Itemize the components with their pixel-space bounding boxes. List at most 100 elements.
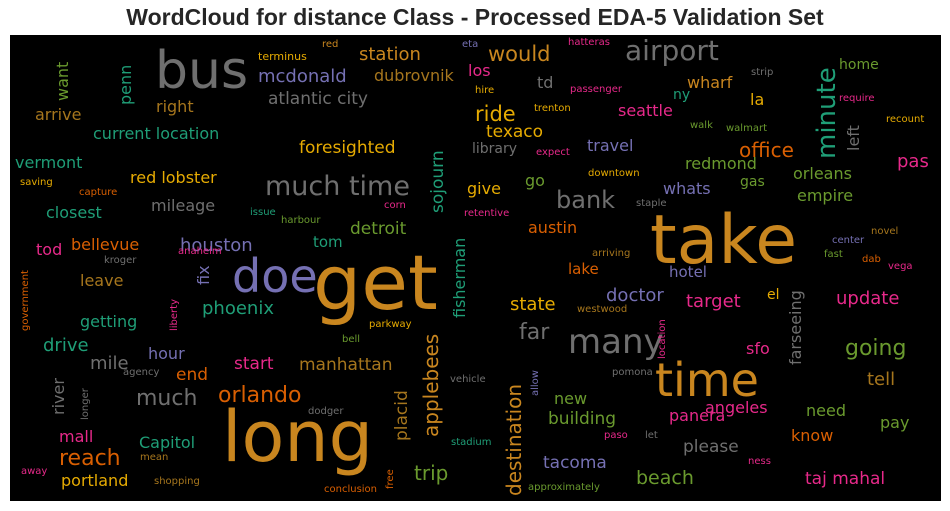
word-airport: airport [625, 35, 719, 67]
chart-title: WordCloud for distance Class - Processed… [126, 4, 824, 30]
word-capture: capture [79, 187, 118, 198]
word-strip: strip [751, 67, 774, 78]
word-mile: mile [90, 353, 129, 374]
word-arriving: arriving [592, 248, 631, 259]
word-dab: dab [862, 254, 881, 265]
word-liberty: liberty [169, 298, 180, 331]
word-need: need [806, 401, 846, 420]
word-manhattan: manhattan [299, 355, 393, 375]
word-panera: panera [669, 406, 726, 425]
word-placid: placid [392, 390, 412, 441]
word-away: away [21, 466, 48, 477]
word-anaheim: anaheim [178, 246, 222, 257]
word-harbour: harbour [281, 215, 321, 226]
word-kroger: kroger [104, 255, 137, 266]
word-please: please [683, 437, 739, 457]
word-empire: empire [797, 186, 854, 205]
word-long: long [222, 396, 374, 478]
word-vehicle: vehicle [450, 374, 486, 385]
word-westwood: westwood [577, 304, 628, 315]
word-pomona: pomona [612, 367, 653, 378]
word-free: free [385, 469, 396, 489]
word-saving: saving [20, 177, 53, 188]
word-phoenix: phoenix [202, 298, 274, 319]
word-beach: beach [636, 467, 694, 489]
word-hotel: hotel [669, 263, 707, 281]
word-river: river [49, 378, 68, 415]
word-home: home [839, 57, 879, 73]
word-agency: agency [123, 367, 160, 378]
word-update: update [836, 288, 900, 309]
word-longer: longer [80, 388, 91, 420]
word-recount: recount [886, 114, 925, 125]
word-mileage: mileage [151, 196, 216, 215]
word-mall: mall [59, 427, 94, 446]
word-parkway: parkway [369, 319, 412, 330]
word-take: take [650, 201, 798, 280]
word-austin: austin [528, 218, 578, 237]
word-shopping: shopping [154, 476, 200, 487]
word-much-time: much time [265, 171, 410, 202]
word-detroit: detroit [350, 219, 407, 239]
word-taj-mahal: taj mahal [805, 469, 886, 489]
word-arrive: arrive [35, 105, 82, 124]
word-hour: hour [148, 344, 185, 363]
word-downtown: downtown [588, 168, 640, 179]
word-doe: doe [232, 249, 318, 303]
word-bellevue: bellevue [71, 235, 140, 254]
word-issue: issue [250, 207, 276, 218]
word-get: get [313, 238, 438, 327]
word-dodger: dodger [308, 406, 344, 417]
word-staple: staple [636, 198, 667, 209]
word-far: far [519, 320, 550, 345]
word-corn: corn [384, 200, 406, 211]
word-wharf: wharf [687, 73, 733, 92]
word-vermont: vermont [15, 153, 83, 172]
word-let: let [645, 430, 658, 441]
word-lake: lake [568, 260, 599, 278]
word-passenger: passenger [570, 84, 622, 95]
word-end: end [176, 365, 209, 385]
word-bell: bell [342, 334, 361, 345]
word-redmond: redmond [685, 154, 757, 173]
word-dubrovnik: dubrovnik [374, 66, 454, 85]
word-novel: novel [871, 226, 899, 237]
word-terminus: terminus [258, 50, 307, 63]
word-red-lobster: red lobster [130, 168, 217, 187]
word-library: library [472, 141, 518, 157]
word-closest: closest [46, 203, 102, 222]
word-reach: reach [59, 446, 121, 471]
word-time: time [655, 353, 759, 407]
word-much: much [136, 386, 198, 411]
word-fisherman: fisherman [450, 237, 469, 318]
word-houston: houston [180, 235, 253, 256]
word-travel: travel [587, 136, 634, 155]
word-building: building [548, 409, 617, 429]
word-los: los [468, 61, 491, 80]
word-new: new [554, 389, 588, 408]
word-bus: bus [155, 41, 249, 101]
word-fix: fix [194, 265, 213, 285]
word-el: el [767, 287, 780, 303]
word-state: state [510, 294, 556, 315]
word-location: location [657, 319, 668, 359]
word-trenton: trenton [534, 103, 571, 114]
word-ride: ride [475, 102, 516, 126]
word-orleans: orleans [793, 164, 852, 183]
word-tom: tom [313, 233, 343, 251]
word-mcdonald: mcdonald [258, 66, 347, 87]
word-would: would [488, 42, 551, 66]
word-ny: ny [673, 87, 691, 103]
word-applebees: applebees [419, 333, 443, 437]
word-know: know [791, 426, 834, 445]
word-going: going [845, 336, 907, 361]
word-whats: whats [663, 179, 711, 198]
word-mean: mean [140, 452, 169, 463]
word-expect: expect [536, 147, 570, 158]
word-angeles: angeles [705, 398, 768, 417]
word-vega: vega [888, 261, 913, 272]
word-hire: hire [475, 85, 495, 96]
word-right: right [156, 97, 194, 116]
word-getting: getting [80, 312, 138, 331]
word-target: target [686, 291, 741, 312]
